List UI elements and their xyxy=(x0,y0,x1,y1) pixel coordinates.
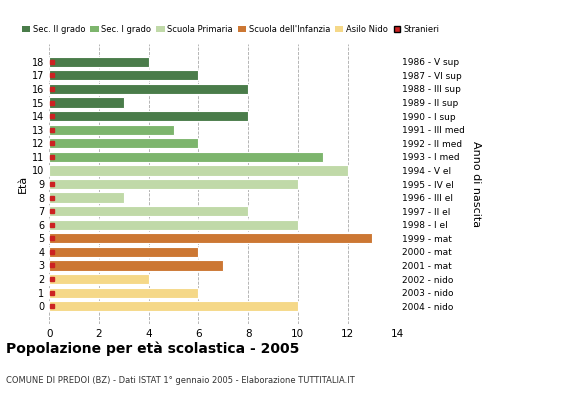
Text: Popolazione per età scolastica - 2005: Popolazione per età scolastica - 2005 xyxy=(6,342,299,356)
Bar xyxy=(49,165,347,176)
Bar xyxy=(49,98,124,108)
Bar xyxy=(49,138,198,148)
Bar xyxy=(49,84,248,94)
Bar xyxy=(49,192,124,203)
Bar xyxy=(49,152,322,162)
Bar xyxy=(49,179,298,189)
Bar xyxy=(49,274,148,284)
Bar xyxy=(49,260,223,270)
Y-axis label: Anno di nascita: Anno di nascita xyxy=(470,141,481,227)
Y-axis label: Età: Età xyxy=(18,175,28,193)
Bar xyxy=(49,301,298,311)
Text: COMUNE DI PREDOI (BZ) - Dati ISTAT 1° gennaio 2005 - Elaborazione TUTTITALIA.IT: COMUNE DI PREDOI (BZ) - Dati ISTAT 1° ge… xyxy=(6,376,354,385)
Bar xyxy=(49,220,298,230)
Bar xyxy=(49,70,198,80)
Bar xyxy=(49,57,148,67)
Legend: Sec. II grado, Sec. I grado, Scuola Primaria, Scuola dell'Infanzia, Asilo Nido, : Sec. II grado, Sec. I grado, Scuola Prim… xyxy=(22,25,440,34)
Bar xyxy=(49,111,248,121)
Bar xyxy=(49,233,372,243)
Bar xyxy=(49,247,198,257)
Bar xyxy=(49,288,198,298)
Bar xyxy=(49,206,248,216)
Bar xyxy=(49,125,173,135)
